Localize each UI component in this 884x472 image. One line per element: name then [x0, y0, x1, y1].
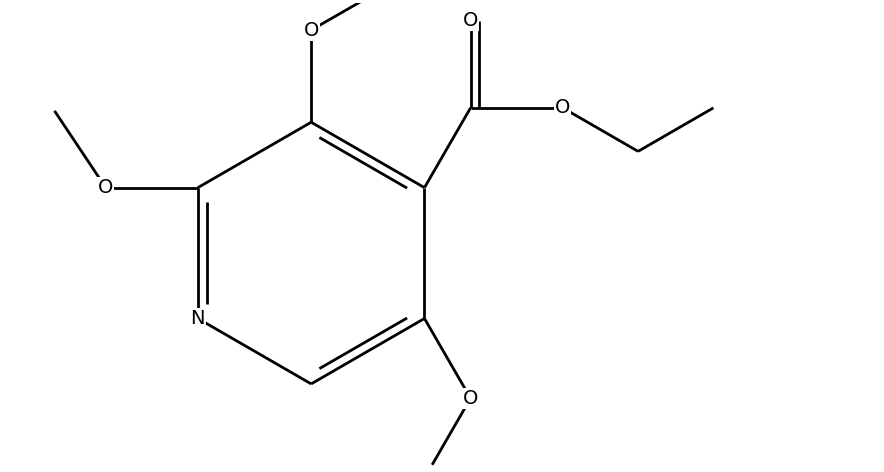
Text: O: O [98, 178, 113, 197]
Text: O: O [463, 11, 478, 30]
Text: O: O [303, 21, 319, 40]
Text: O: O [463, 389, 478, 408]
Text: N: N [191, 309, 205, 328]
Text: O: O [555, 98, 570, 118]
